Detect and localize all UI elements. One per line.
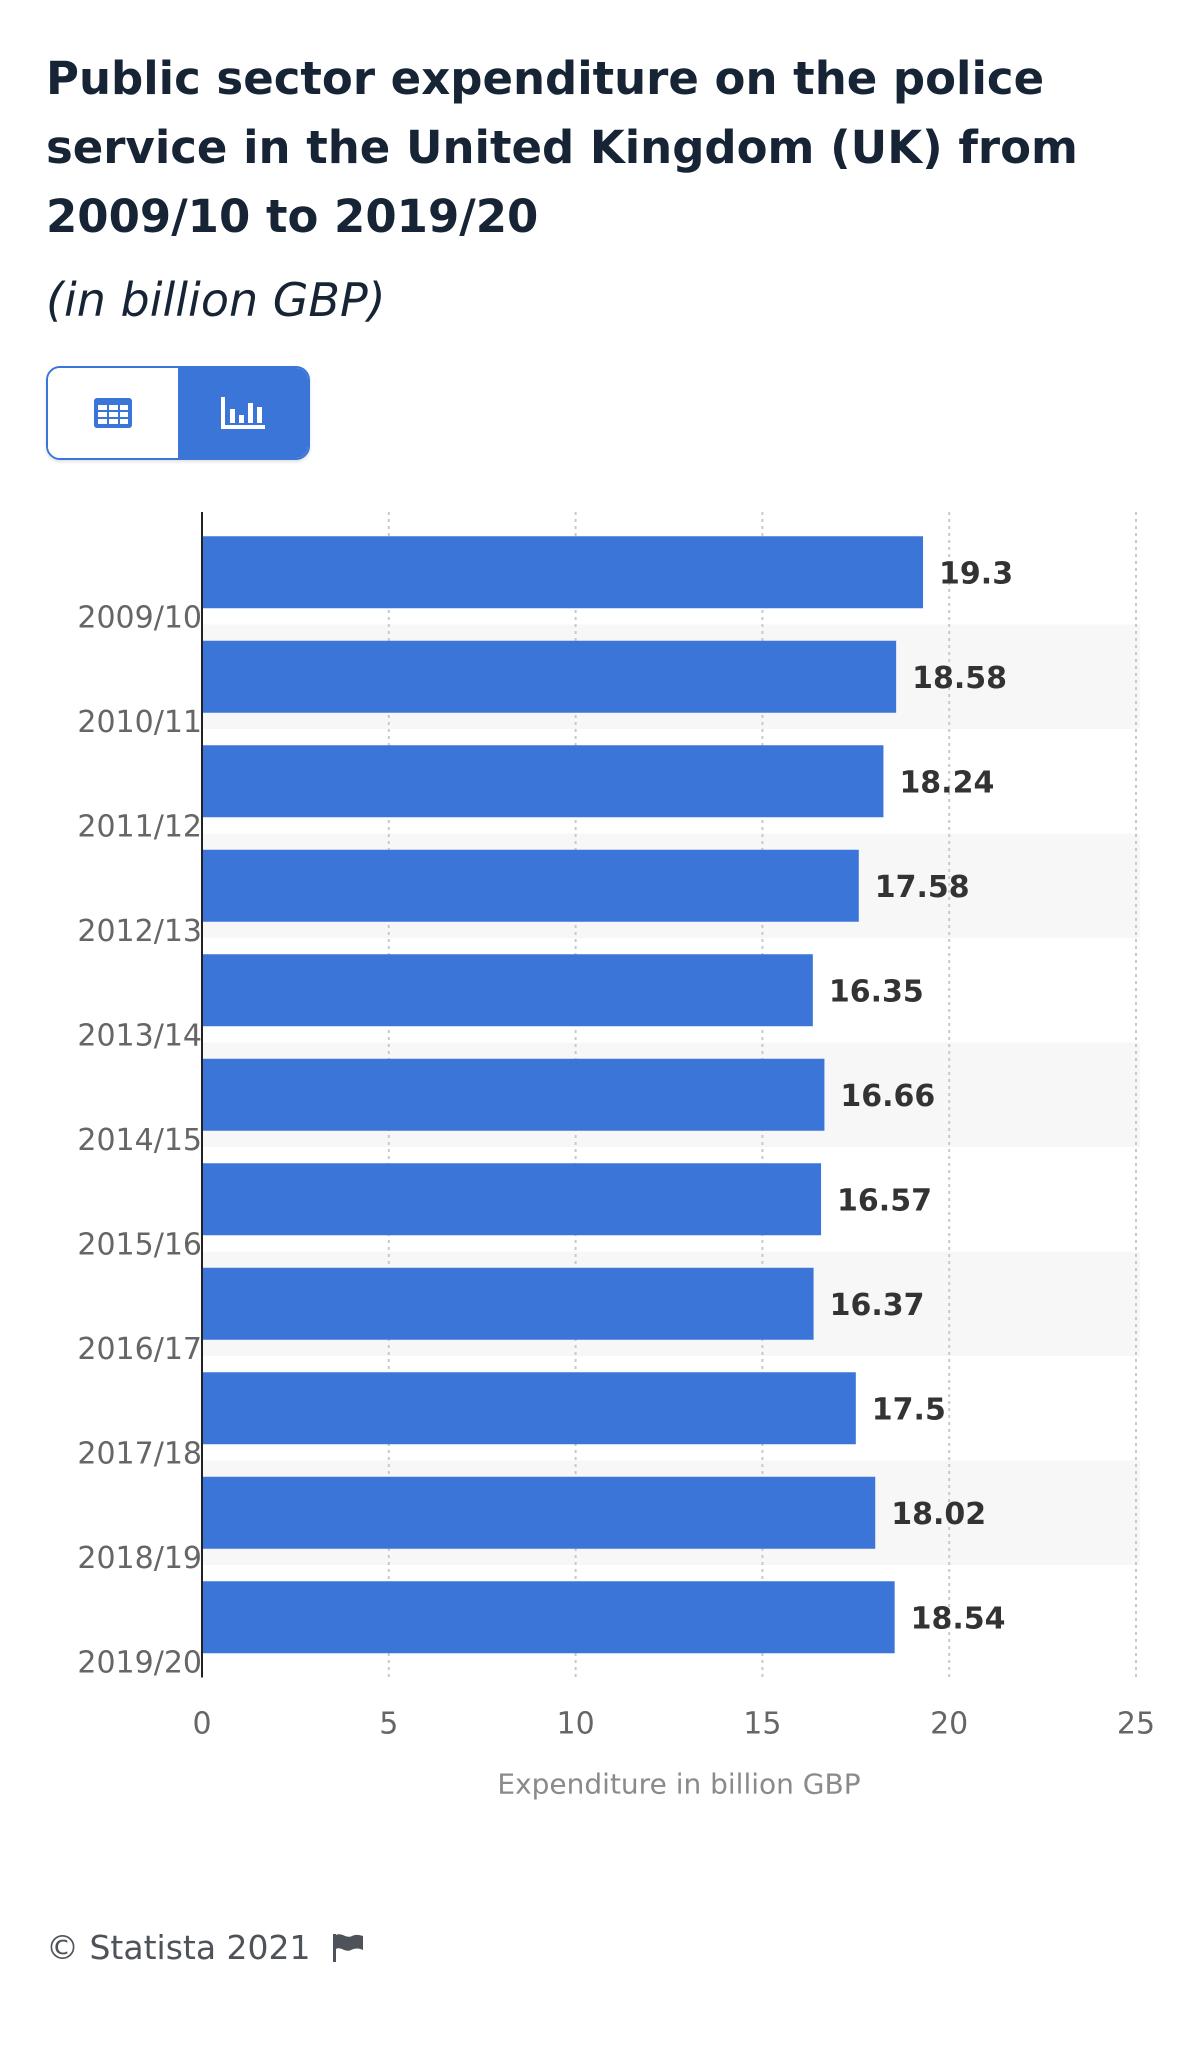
- x-tick-label: 15: [743, 1707, 781, 1742]
- x-tick-label: 0: [192, 1707, 211, 1742]
- chart-area: 19.3 18.58 18.24 17.58 16.35 16.66 16.57 16.37 1…: [0, 500, 1198, 1820]
- bar: [202, 1372, 856, 1445]
- bar: [202, 1476, 876, 1549]
- category-label: 2018/19: [77, 1541, 202, 1576]
- value-label: 18.54: [911, 1601, 1006, 1636]
- value-label: 17.58: [875, 870, 970, 905]
- bars: [202, 536, 924, 1654]
- value-label: 16.37: [830, 1288, 925, 1323]
- x-tick-label: 25: [1117, 1707, 1155, 1742]
- value-label: 16.35: [829, 974, 924, 1009]
- value-labels: 19.3 18.58 18.24 17.58 16.35 16.66 16.57 16.37 1…: [829, 556, 1013, 1636]
- category-labels: 2009/10 2010/11 2011/12 2012/13 2013/14 2014/…: [77, 601, 202, 1681]
- footer: © Statista 2021: [46, 1928, 365, 1967]
- x-tick-labels: 0 5 10 15 20 25: [192, 1707, 1155, 1742]
- category-label: 2014/15: [77, 1123, 202, 1158]
- value-label: 18.24: [899, 765, 994, 800]
- category-label: 2017/18: [77, 1437, 202, 1472]
- bar: [202, 1163, 822, 1236]
- bar: [202, 536, 924, 609]
- value-label: 16.66: [840, 1079, 935, 1114]
- x-axis-title: Expenditure in billion GBP: [497, 1768, 860, 1801]
- category-label: 2012/13: [77, 914, 202, 949]
- flag-icon[interactable]: [331, 1932, 365, 1964]
- value-label: 16.57: [837, 1183, 932, 1218]
- bar: [202, 849, 859, 922]
- table-icon: [94, 398, 132, 428]
- value-label: 17.5: [872, 1392, 946, 1427]
- x-tick-label: 5: [379, 1707, 398, 1742]
- table-view-button[interactable]: [48, 368, 178, 458]
- value-label: 18.58: [912, 661, 1007, 696]
- bar: [202, 1058, 825, 1131]
- category-label: 2013/14: [77, 1019, 202, 1054]
- category-label: 2019/20: [77, 1646, 202, 1681]
- x-tick-label: 10: [557, 1707, 595, 1742]
- bar: [202, 745, 884, 818]
- copyright-text: © Statista 2021: [46, 1928, 311, 1967]
- bar: [202, 1581, 895, 1654]
- category-label: 2010/11: [77, 705, 202, 740]
- value-label: 18.02: [891, 1497, 986, 1532]
- view-toggle: [46, 366, 310, 460]
- chart-subtitle: (in billion GBP): [46, 273, 386, 327]
- bar: [202, 954, 813, 1027]
- bar-chart: 19.3 18.58 18.24 17.58 16.35 16.66 16.57 16.37 1…: [77, 512, 1155, 1801]
- bar-chart-icon: [221, 397, 265, 429]
- value-label: 19.3: [939, 556, 1013, 591]
- category-label: 2009/10: [77, 601, 202, 636]
- category-label: 2016/17: [77, 1332, 202, 1367]
- bar: [202, 1267, 814, 1340]
- chart-title: Public sector expenditure on the police …: [46, 52, 1078, 243]
- category-label: 2011/12: [77, 810, 202, 845]
- bar: [202, 640, 897, 713]
- category-label: 2015/16: [77, 1228, 202, 1263]
- chart-view-button[interactable]: [178, 368, 308, 458]
- x-tick-label: 20: [930, 1707, 968, 1742]
